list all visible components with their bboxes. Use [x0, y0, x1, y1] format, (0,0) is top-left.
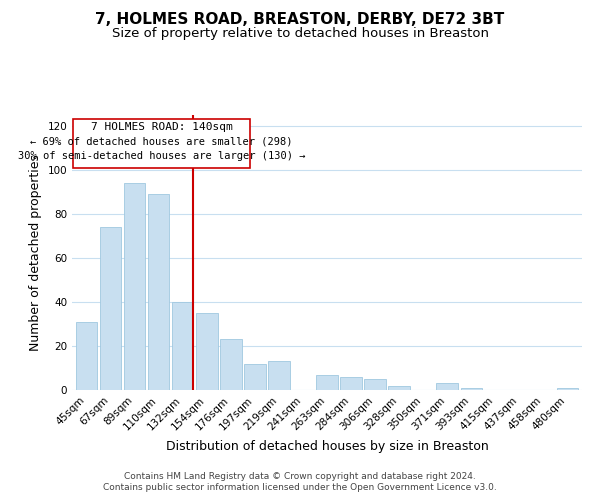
Bar: [172, 302, 193, 390]
Bar: [148, 194, 169, 390]
Bar: [364, 379, 386, 390]
Text: 7 HOLMES ROAD: 140sqm: 7 HOLMES ROAD: 140sqm: [91, 122, 232, 132]
Bar: [196, 313, 218, 390]
Bar: [268, 362, 290, 390]
Bar: [388, 386, 410, 390]
Bar: [124, 183, 145, 390]
Text: ← 69% of detached houses are smaller (298): ← 69% of detached houses are smaller (29…: [31, 136, 293, 146]
X-axis label: Distribution of detached houses by size in Breaston: Distribution of detached houses by size …: [166, 440, 488, 453]
Bar: [436, 384, 458, 390]
Bar: [316, 374, 338, 390]
Y-axis label: Number of detached properties: Number of detached properties: [29, 154, 42, 351]
Bar: [76, 322, 97, 390]
Text: 7, HOLMES ROAD, BREASTON, DERBY, DE72 3BT: 7, HOLMES ROAD, BREASTON, DERBY, DE72 3B…: [95, 12, 505, 28]
FancyBboxPatch shape: [73, 120, 250, 168]
Bar: [557, 388, 578, 390]
Bar: [244, 364, 266, 390]
Bar: [461, 388, 482, 390]
Text: Size of property relative to detached houses in Breaston: Size of property relative to detached ho…: [112, 28, 488, 40]
Bar: [220, 340, 242, 390]
Bar: [340, 377, 362, 390]
Text: Contains HM Land Registry data © Crown copyright and database right 2024.: Contains HM Land Registry data © Crown c…: [124, 472, 476, 481]
Text: 30% of semi-detached houses are larger (130) →: 30% of semi-detached houses are larger (…: [18, 150, 305, 160]
Bar: [100, 227, 121, 390]
Text: Contains public sector information licensed under the Open Government Licence v3: Contains public sector information licen…: [103, 484, 497, 492]
